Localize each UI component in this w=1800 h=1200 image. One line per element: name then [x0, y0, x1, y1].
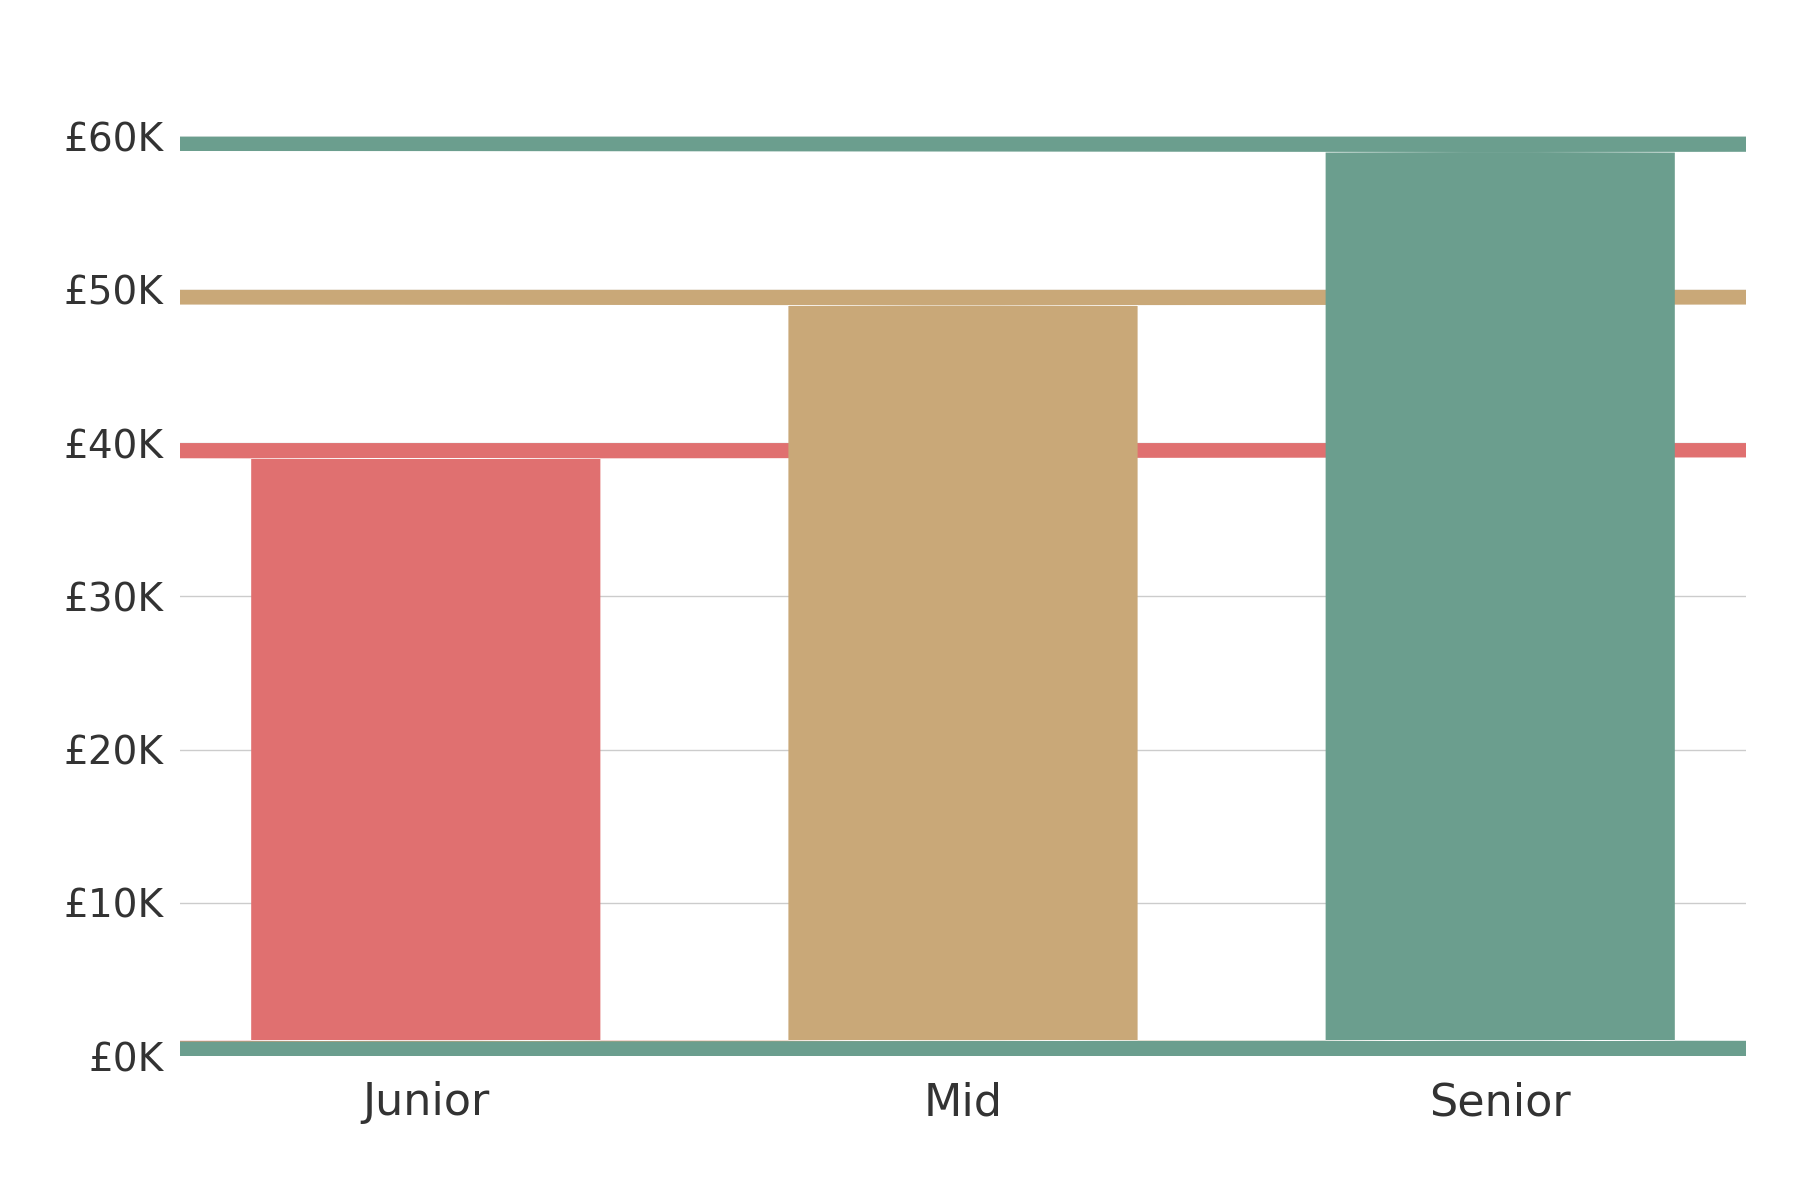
Bar — [1325, 137, 1674, 1056]
FancyBboxPatch shape — [0, 443, 1800, 1056]
FancyBboxPatch shape — [0, 137, 1800, 1056]
FancyBboxPatch shape — [0, 290, 1800, 1056]
Bar — [788, 290, 1138, 1056]
Bar — [252, 443, 601, 1056]
